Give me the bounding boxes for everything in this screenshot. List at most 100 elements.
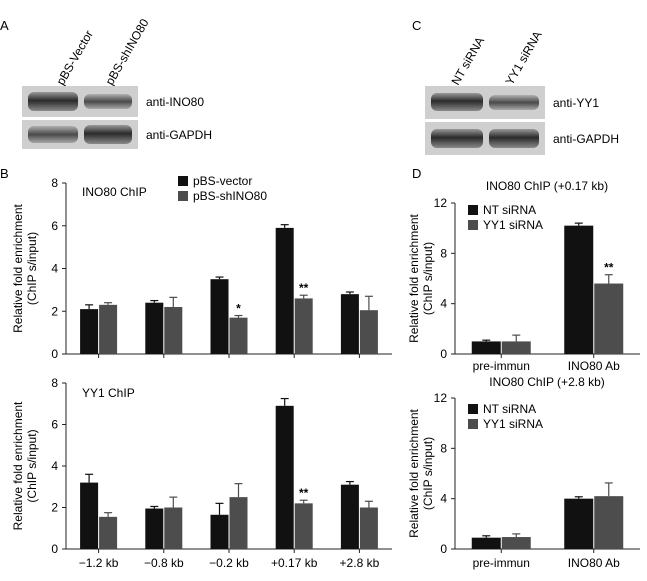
y-tick-label: 8	[51, 376, 58, 390]
chart-ino80_chip: 0 2 4 6 8 Relative fold enrichment (ChIP s/inp…	[11, 174, 392, 361]
chart-title: INO80 ChIP	[82, 185, 147, 199]
y-tick-label: 8	[440, 441, 447, 455]
legend-swatch	[468, 205, 478, 215]
bar	[80, 309, 99, 354]
bar	[294, 298, 313, 354]
y-tick-label: 8	[440, 246, 447, 260]
x-tick-label: +0.17 kb	[271, 556, 318, 570]
bar	[294, 503, 313, 549]
legend-label: YY1 siRNA	[483, 417, 543, 431]
y-tick-label: 4	[440, 297, 447, 311]
blot-c-gapdh-band-1	[431, 129, 483, 148]
bar	[501, 341, 531, 354]
panel-label-a: A	[0, 18, 9, 33]
legend-label: YY1 siRNA	[483, 218, 543, 232]
y-tick-label: 6	[51, 219, 58, 233]
legend-swatch	[178, 191, 188, 201]
bar	[210, 279, 229, 354]
chart-ino80_chip_28: 0 4 8 12 Relative fold enrichment (ChIP s/inp…	[407, 375, 640, 570]
bar	[275, 227, 294, 354]
blot-a-ino80-label: anti-INO80	[146, 95, 204, 109]
significance-marker: **	[299, 486, 309, 500]
x-tick-label: pre-immun	[473, 359, 530, 373]
bar	[501, 537, 531, 549]
y-axis-label: (ChIP s/input)	[25, 429, 39, 502]
y-tick-label: 6	[51, 418, 58, 432]
x-tick-label: −0.2 kb	[209, 556, 249, 570]
blot-c-lane-2-label: YY1 siRNA	[502, 29, 544, 88]
chart-title: YY1 ChIP	[82, 386, 135, 400]
chart-yy1_chip: 0 2 4 6 8 Relative fold enrichment (ChIP s/inp…	[11, 376, 392, 570]
bar	[99, 516, 118, 549]
y-tick-label: 4	[440, 492, 447, 506]
blot-c-yy1-band-2	[489, 95, 539, 110]
y-axis-label: (ChIP s/input)	[421, 437, 435, 510]
blot-c-gapdh-band-2	[489, 129, 539, 148]
blot-a-ino80-band-2	[84, 94, 132, 109]
bar	[275, 405, 294, 549]
bar	[145, 302, 164, 354]
y-axis-label: Relative fold enrichment	[11, 401, 25, 530]
chart-title: INO80 ChIP (+0.17 kb)	[486, 179, 608, 193]
chart-title: INO80 ChIP (+2.8 kb)	[489, 375, 605, 389]
legend-label: NT siRNA	[483, 203, 536, 217]
significance-marker: *	[236, 302, 241, 316]
bar	[210, 514, 229, 549]
bar	[594, 496, 624, 549]
bar	[564, 225, 594, 354]
western-blot-c: NT siRNA YY1 siRNA anti-YY1 anti-GAPDH	[425, 29, 619, 155]
blot-a-lane-2-label: pBS-shINO80	[102, 16, 151, 87]
y-tick-label: 2	[51, 501, 58, 515]
blot-c-lane-1-label: NT siRNA	[448, 34, 487, 87]
y-tick-label: 4	[51, 459, 58, 473]
y-axis-label: (ChIP s/input)	[25, 232, 39, 305]
legend-swatch	[468, 404, 478, 414]
legend-label: NT siRNA	[483, 402, 536, 416]
blot-a-gapdh-label: anti-GAPDH	[146, 128, 212, 142]
blot-a-gapdh-band-1	[28, 126, 78, 143]
bar	[471, 341, 501, 354]
bar	[564, 498, 594, 549]
panel-label-b: B	[0, 166, 9, 181]
x-tick-label: +2.8 kb	[340, 556, 380, 570]
y-tick-label: 0	[440, 542, 447, 556]
bar	[99, 304, 118, 354]
blot-a-lane-1-label: pBS-Vector	[53, 28, 95, 88]
x-tick-label: INO80 Ab	[568, 359, 620, 373]
bar	[594, 283, 624, 354]
legend-swatch	[468, 220, 478, 230]
bar	[359, 507, 378, 549]
legend-label: pBS-vector	[193, 174, 252, 188]
bar	[164, 507, 183, 549]
western-blot-a: pBS-Vector pBS-shINO80 anti-INO80 anti-G…	[22, 16, 212, 149]
y-tick-label: 2	[51, 304, 58, 318]
bar	[80, 482, 99, 549]
bar	[471, 537, 501, 549]
y-axis-label: Relative fold enrichment	[407, 213, 421, 342]
y-tick-label: 0	[51, 542, 58, 556]
blot-c-yy1-band-1	[431, 93, 483, 111]
y-axis-label: Relative fold enrichment	[11, 203, 25, 332]
panel-label-c: C	[412, 18, 421, 33]
y-tick-label: 8	[51, 176, 58, 190]
x-tick-label: −0.8 kb	[144, 556, 184, 570]
x-tick-label: INO80 Ab	[568, 556, 620, 570]
legend-swatch	[468, 419, 478, 429]
blot-c-gapdh-label: anti-GAPDH	[553, 132, 619, 146]
significance-marker: **	[299, 281, 309, 295]
bar	[340, 294, 359, 354]
bar	[359, 310, 378, 354]
y-tick-label: 4	[51, 262, 58, 276]
bar	[145, 508, 164, 549]
y-tick-label: 12	[434, 391, 448, 405]
x-tick-label: pre-immun	[473, 556, 530, 570]
bar	[164, 306, 183, 354]
y-axis-label: Relative fold enrichment	[407, 408, 421, 537]
blot-a-gapdh-band-2	[84, 125, 132, 144]
legend-label: pBS-shINO80	[193, 189, 267, 203]
y-tick-label: 0	[440, 347, 447, 361]
legend-swatch	[178, 176, 188, 186]
bar	[229, 497, 248, 549]
